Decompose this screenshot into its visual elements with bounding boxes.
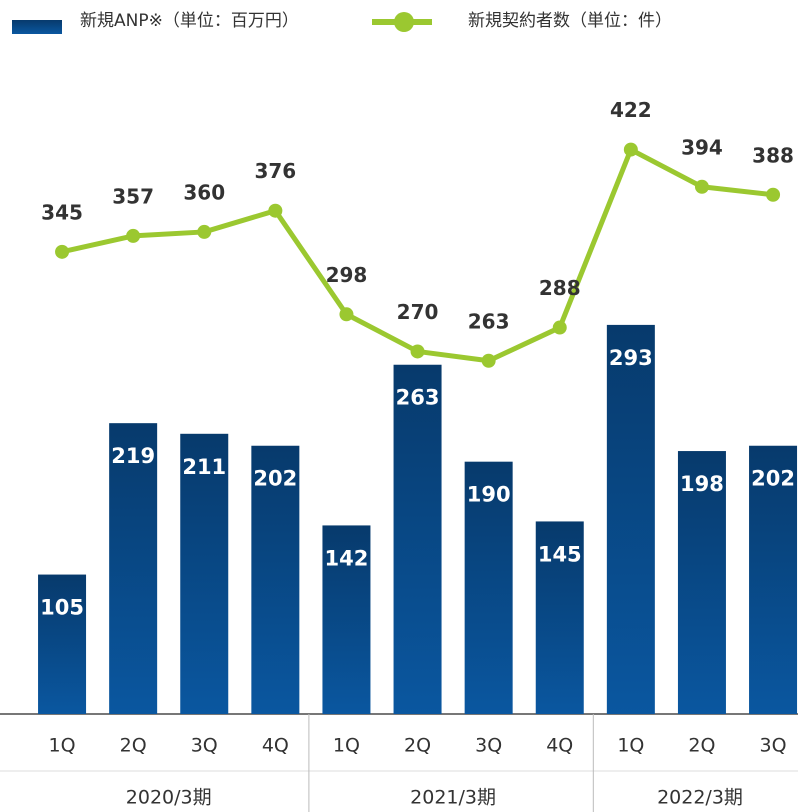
line-marker [552,320,567,335]
line-marker [766,187,781,202]
line-value-label: 422 [610,98,652,122]
bar [109,423,158,714]
group-label: 2020/3期 [126,787,212,809]
line-value-label: 270 [397,300,439,324]
bar-value-label: 263 [396,386,440,410]
x-tick-label: 4Q [546,735,573,757]
line-marker [268,203,283,218]
bar [606,324,655,714]
bar-value-label: 145 [538,542,582,566]
x-tick-label: 3Q [191,735,218,757]
bar [251,445,300,714]
line-marker [481,353,496,368]
x-tick-label: 4Q [262,735,289,757]
bar [464,461,513,714]
bar [535,521,584,714]
bar-value-label: 202 [751,467,795,491]
x-tick-label: 1Q [333,735,360,757]
line-marker [339,307,354,322]
line-marker [126,228,141,243]
bar [180,433,229,714]
line [61,147,774,364]
x-tick-label: 3Q [760,735,787,757]
line-value-label: 357 [112,184,154,208]
line-value-label: 376 [254,159,296,183]
line-marker [410,344,425,359]
group-label: 2022/3期 [657,787,743,809]
bar-value-label: 202 [253,467,297,491]
bar [322,525,371,714]
x-tick-label: 2Q [120,735,147,757]
bar-value-label: 293 [609,346,653,370]
bar-value-label: 142 [325,546,369,570]
legend-label: 新規契約者数（単位：件） [468,11,672,31]
line-marker [623,142,638,157]
line-marker [694,179,709,194]
bar [749,445,798,714]
line-marker [197,224,212,239]
x-tick-label: 2Q [404,735,431,757]
x-tick-label: 1Q [617,735,644,757]
bar [677,451,726,714]
line-value-label: 288 [539,276,581,300]
bar-value-label: 198 [680,472,724,496]
bar-value-label: 105 [40,596,84,620]
bar-value-label: 190 [467,483,511,507]
line-value-label: 298 [326,263,368,287]
legend-label: 新規ANP※（単位：百万円） [80,11,299,31]
bar-value-label: 211 [182,455,226,479]
line-value-label: 394 [681,135,723,159]
line-value-label: 360 [183,180,225,204]
legend-line-marker [394,12,414,32]
bar [38,574,87,714]
bar [393,364,442,714]
line-marker [55,244,70,259]
x-tick-label: 1Q [49,735,76,757]
line-value-label: 388 [752,143,794,167]
bar-value-label: 219 [111,444,155,468]
group-label: 2021/3期 [410,787,496,809]
x-tick-label: 2Q [688,735,715,757]
line-value-label: 263 [468,309,510,333]
x-tick-label: 3Q [475,735,502,757]
line-value-label: 345 [41,200,83,224]
legend-bar-swatch [12,20,62,34]
